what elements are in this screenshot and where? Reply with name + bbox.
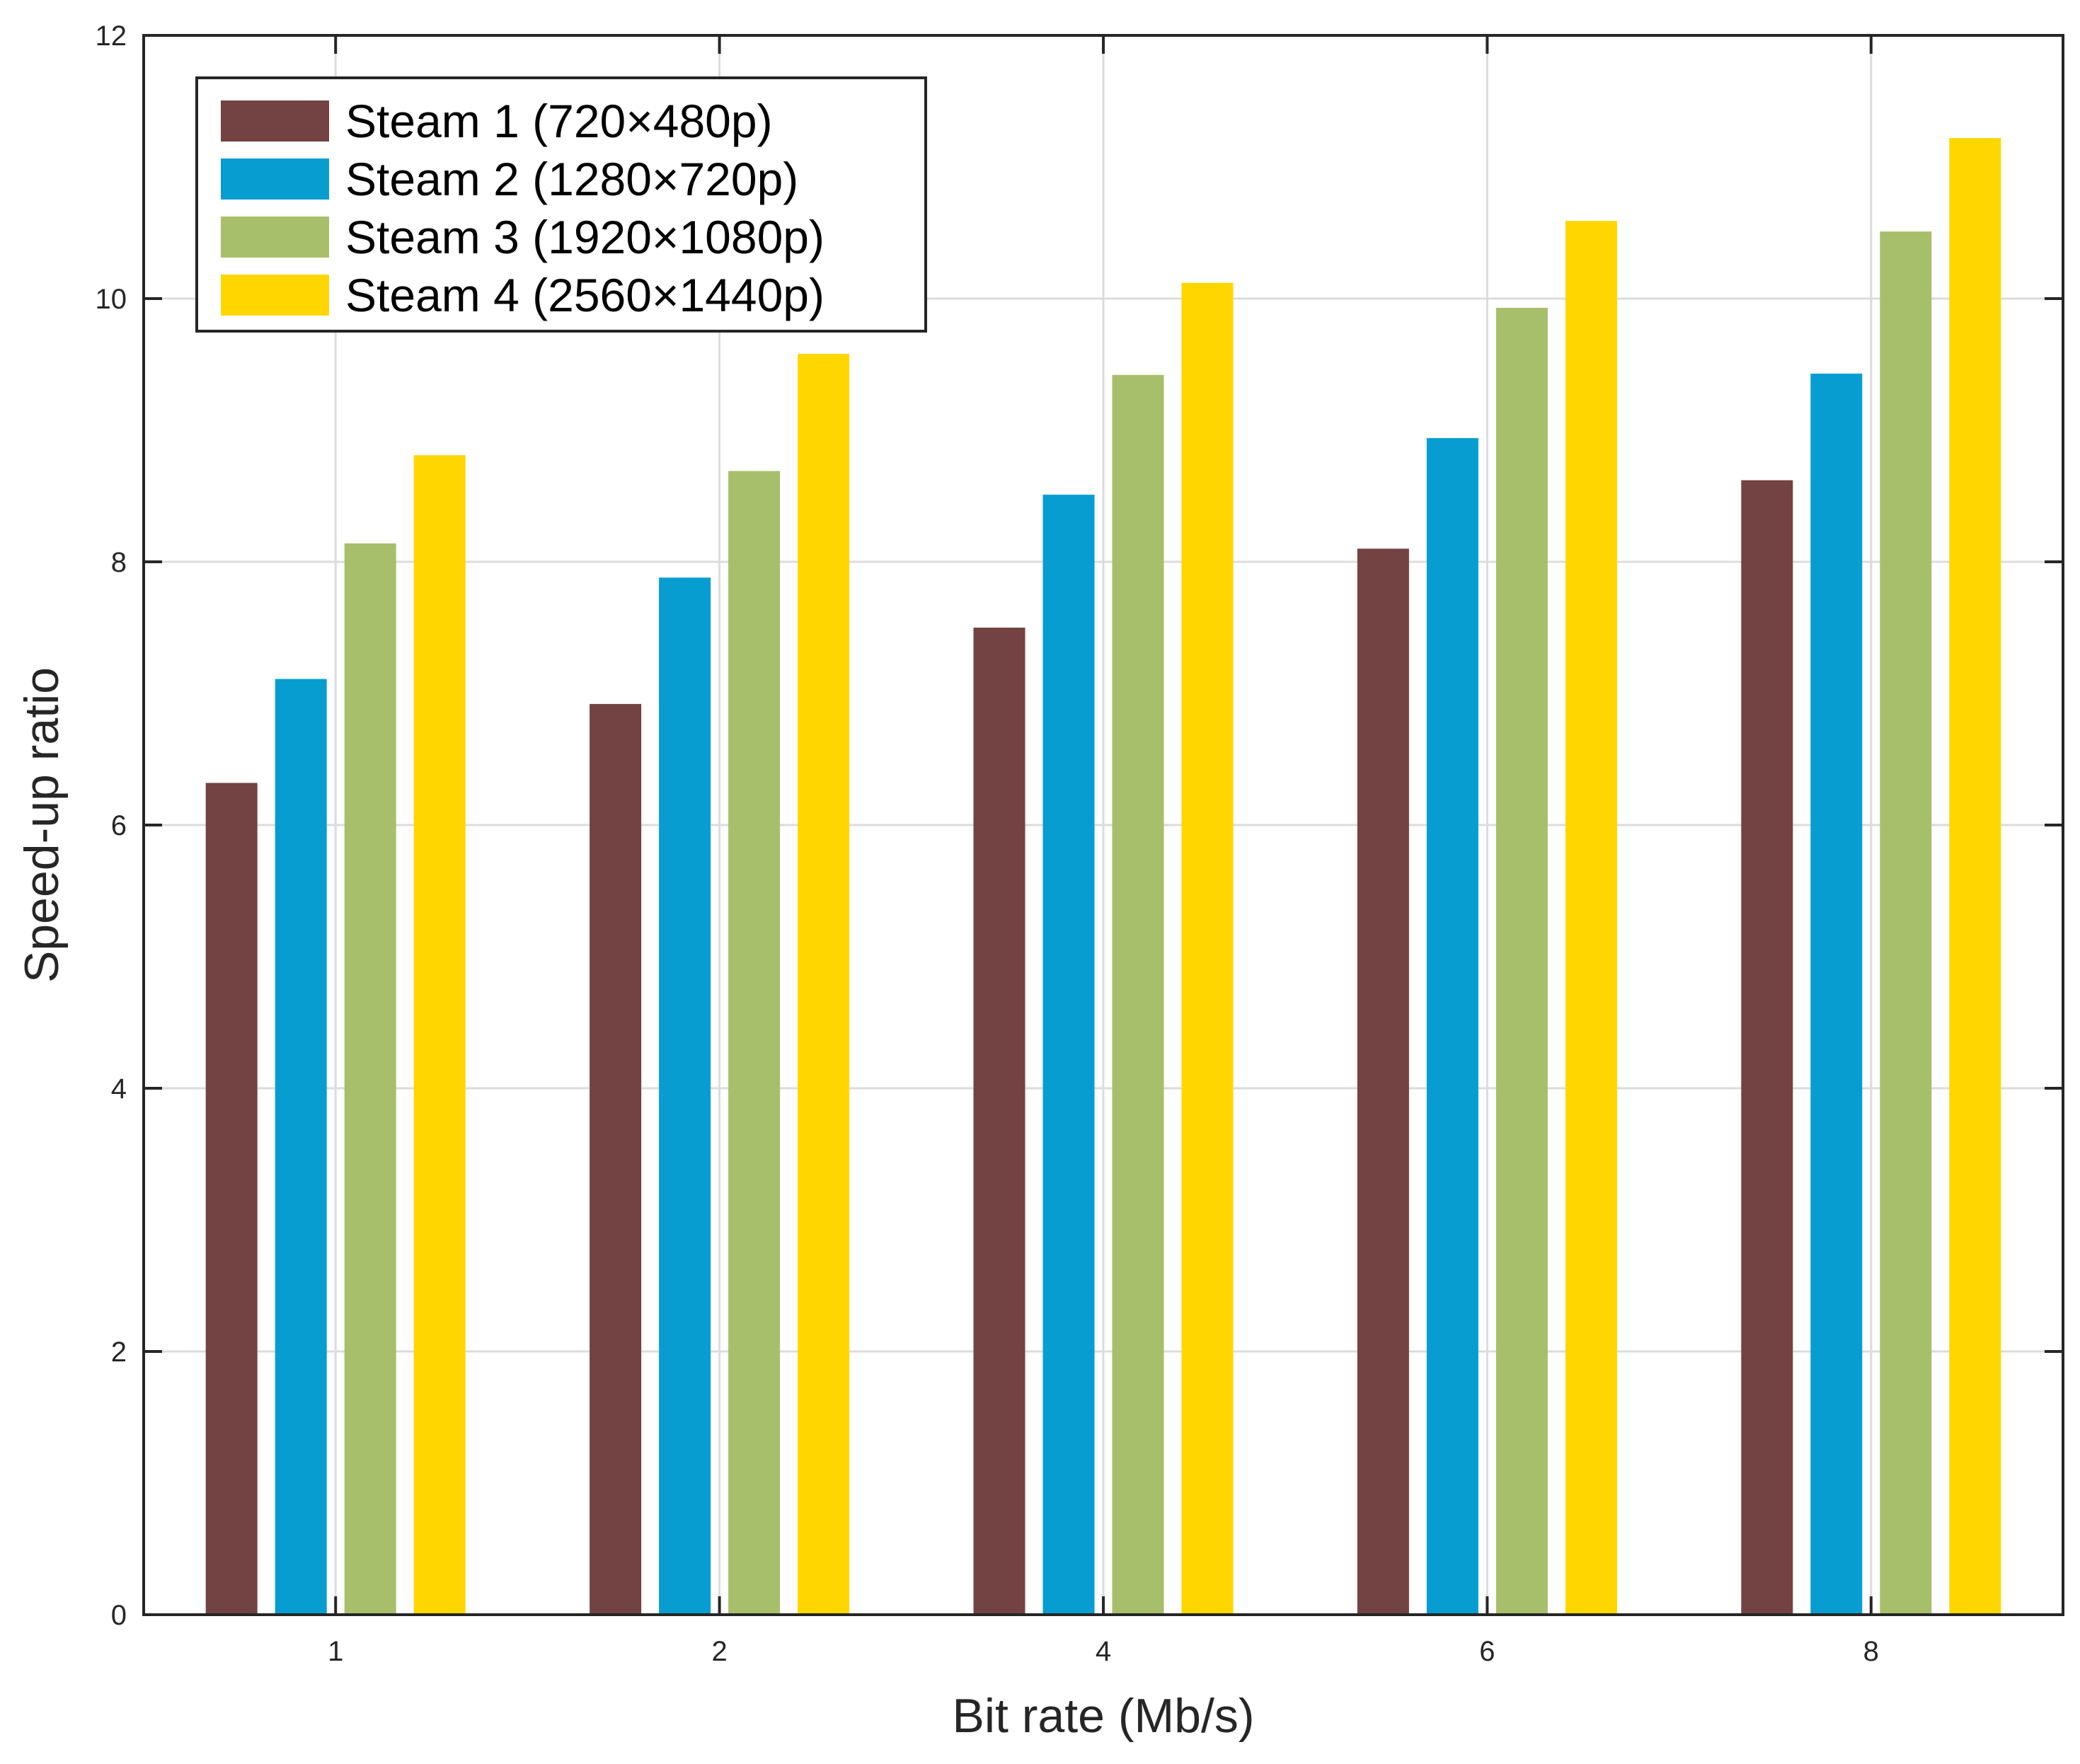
y-tick-label: 4 xyxy=(111,1073,127,1105)
legend-swatch-series-4 xyxy=(221,275,329,316)
y-axis-title: Speed-up ratio xyxy=(15,667,69,983)
y-tick-label: 6 xyxy=(111,810,127,841)
bar-series-2-1 xyxy=(275,679,327,1615)
bar-series-2-4 xyxy=(1042,495,1095,1615)
bar-series-1-2 xyxy=(590,703,642,1615)
y-tick-label: 10 xyxy=(96,284,127,315)
y-tick-label: 2 xyxy=(111,1337,127,1368)
bar-series-3-6 xyxy=(1495,308,1548,1615)
legend-label-series-3: Steam 3 (1920×1080p) xyxy=(345,211,824,263)
x-tick-label: 2 xyxy=(711,1636,727,1667)
bar-series-1-8 xyxy=(1741,480,1793,1615)
bar-series-4-8 xyxy=(1949,138,2001,1615)
bar-series-2-8 xyxy=(1810,374,1863,1615)
y-tick-label: 8 xyxy=(111,547,127,578)
axes xyxy=(142,34,2064,1616)
bar-series-3-4 xyxy=(1112,374,1164,1615)
legend-items: Steam 1 (720×480p) Steam 2 (1280×720p) Ste… xyxy=(221,95,824,321)
bar-series-4-2 xyxy=(798,354,850,1615)
y-tick-label: 12 xyxy=(96,21,127,52)
y-tick-label: 0 xyxy=(111,1600,127,1631)
bar-series-2-6 xyxy=(1426,438,1478,1615)
legend-swatch-series-1 xyxy=(221,100,329,142)
legend-swatch-series-3 xyxy=(221,217,329,258)
x-tick-label: 8 xyxy=(1863,1636,1879,1667)
bar-series-3-1 xyxy=(344,543,396,1615)
bar-series-4-1 xyxy=(413,455,466,1615)
legend-label-series-2: Steam 2 (1280×720p) xyxy=(345,153,798,205)
legend-swatch-series-2 xyxy=(221,158,329,200)
bar-series-2-2 xyxy=(659,577,711,1615)
bars xyxy=(205,138,2001,1615)
bar-series-3-8 xyxy=(1880,231,1932,1615)
bar-series-1-1 xyxy=(205,783,258,1615)
legend-label-series-4: Steam 4 (2560×1440p) xyxy=(345,269,824,321)
bar-series-4-6 xyxy=(1565,221,1617,1615)
bar-series-3-2 xyxy=(728,471,781,1615)
x-tick-label: 4 xyxy=(1096,1636,1111,1667)
bar-series-1-6 xyxy=(1357,548,1409,1615)
bar-series-4-4 xyxy=(1181,282,1234,1615)
bar-series-1-4 xyxy=(973,628,1025,1615)
legend-label-series-1: Steam 1 (720×480p) xyxy=(345,95,773,147)
x-tick-label: 1 xyxy=(328,1636,343,1667)
legend: Steam 1 (720×480p) Steam 2 (1280×720p) Ste… xyxy=(195,76,927,333)
x-tick-label: 6 xyxy=(1479,1636,1495,1667)
x-axis-title: Bit rate (Mb/s) xyxy=(953,1689,1255,1743)
